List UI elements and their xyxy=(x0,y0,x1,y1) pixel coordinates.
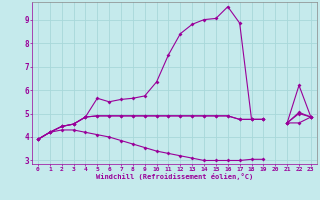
X-axis label: Windchill (Refroidissement éolien,°C): Windchill (Refroidissement éolien,°C) xyxy=(96,173,253,180)
